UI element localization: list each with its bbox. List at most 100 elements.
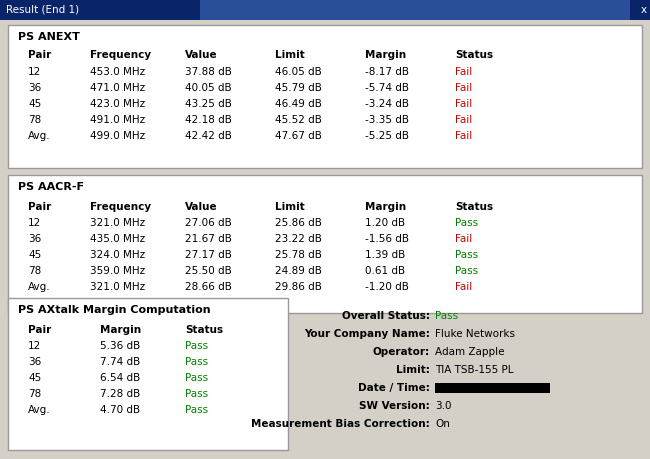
Text: Adam Zapple: Adam Zapple (435, 347, 504, 357)
Text: 5.36 dB: 5.36 dB (100, 341, 140, 351)
Text: Pass: Pass (435, 311, 458, 321)
Text: 21.67 dB: 21.67 dB (185, 234, 232, 244)
Bar (8, 175, 642, 313)
Text: 42.18 dB: 42.18 dB (185, 115, 232, 125)
Text: 45: 45 (28, 373, 41, 383)
Text: 36: 36 (28, 357, 41, 367)
Text: Pass: Pass (455, 218, 478, 228)
Text: Pass: Pass (185, 389, 208, 399)
Text: Status: Status (455, 50, 493, 60)
Text: Fluke Networks: Fluke Networks (435, 329, 515, 339)
Text: 321.0 MHz: 321.0 MHz (90, 218, 145, 228)
Text: Frequency: Frequency (90, 50, 151, 60)
Text: x: x (641, 5, 647, 15)
Text: 36: 36 (28, 234, 41, 244)
Text: 47.67 dB: 47.67 dB (275, 131, 322, 141)
Text: -1.56 dB: -1.56 dB (365, 234, 409, 244)
Text: Pass: Pass (455, 250, 478, 260)
Text: 12: 12 (28, 341, 41, 351)
Text: Margin: Margin (100, 325, 141, 335)
Text: Pass: Pass (185, 341, 208, 351)
Text: 7.28 dB: 7.28 dB (100, 389, 140, 399)
Text: Fail: Fail (455, 234, 473, 244)
Text: 43.25 dB: 43.25 dB (185, 99, 232, 109)
Text: 24.89 dB: 24.89 dB (275, 266, 322, 276)
Text: 1.39 dB: 1.39 dB (365, 250, 405, 260)
Text: Avg.: Avg. (28, 282, 51, 292)
Text: Fail: Fail (455, 99, 473, 109)
Text: 3.0: 3.0 (435, 401, 452, 411)
Text: -5.25 dB: -5.25 dB (365, 131, 409, 141)
Text: 45: 45 (28, 99, 41, 109)
Text: -5.74 dB: -5.74 dB (365, 83, 409, 93)
Text: PS AXtalk Margin Computation: PS AXtalk Margin Computation (18, 305, 211, 315)
Bar (8, 298, 288, 450)
Text: Pair: Pair (28, 50, 51, 60)
Text: 25.50 dB: 25.50 dB (185, 266, 232, 276)
Text: 25.78 dB: 25.78 dB (275, 250, 322, 260)
Text: 25.86 dB: 25.86 dB (275, 218, 322, 228)
Text: Limit:: Limit: (396, 365, 430, 375)
Text: 78: 78 (28, 266, 41, 276)
Bar (435, 383, 550, 393)
Text: Operator:: Operator: (373, 347, 430, 357)
Text: 4.70 dB: 4.70 dB (100, 405, 140, 415)
Text: 1.20 dB: 1.20 dB (365, 218, 405, 228)
Text: Limit: Limit (275, 50, 305, 60)
Text: 423.0 MHz: 423.0 MHz (90, 99, 145, 109)
Text: 6.54 dB: 6.54 dB (100, 373, 140, 383)
Text: On: On (435, 419, 450, 429)
Text: 359.0 MHz: 359.0 MHz (90, 266, 145, 276)
Text: -1.20 dB: -1.20 dB (365, 282, 409, 292)
Text: Measurement Bias Correction:: Measurement Bias Correction: (252, 419, 430, 429)
Text: 36: 36 (28, 83, 41, 93)
Text: Pair: Pair (28, 202, 51, 212)
Text: 491.0 MHz: 491.0 MHz (90, 115, 145, 125)
Text: Avg.: Avg. (28, 131, 51, 141)
Bar (0, 0, 650, 20)
Text: 27.17 dB: 27.17 dB (185, 250, 232, 260)
Text: Value: Value (185, 202, 218, 212)
Text: Value: Value (185, 50, 218, 60)
Text: Result (End 1): Result (End 1) (6, 5, 79, 15)
Text: 40.05 dB: 40.05 dB (185, 83, 231, 93)
Text: 321.0 MHz: 321.0 MHz (90, 282, 145, 292)
Text: 324.0 MHz: 324.0 MHz (90, 250, 145, 260)
Text: Pass: Pass (455, 266, 478, 276)
Text: -3.35 dB: -3.35 dB (365, 115, 409, 125)
Text: 471.0 MHz: 471.0 MHz (90, 83, 145, 93)
Text: Your Company Name:: Your Company Name: (304, 329, 430, 339)
Text: PS ANEXT: PS ANEXT (18, 32, 80, 42)
Text: Fail: Fail (455, 67, 473, 77)
Text: Date / Time:: Date / Time: (358, 383, 430, 393)
Text: 23.22 dB: 23.22 dB (275, 234, 322, 244)
Text: -3.24 dB: -3.24 dB (365, 99, 409, 109)
Text: 46.49 dB: 46.49 dB (275, 99, 322, 109)
Text: 29.86 dB: 29.86 dB (275, 282, 322, 292)
Text: PS AACR-F: PS AACR-F (18, 182, 84, 192)
Text: Pass: Pass (185, 373, 208, 383)
Text: Limit: Limit (275, 202, 305, 212)
Text: SW Version:: SW Version: (359, 401, 430, 411)
Bar (200, 0, 630, 20)
Text: 28.66 dB: 28.66 dB (185, 282, 232, 292)
Text: Overall Status:: Overall Status: (342, 311, 430, 321)
Text: 12: 12 (28, 67, 41, 77)
Text: 45.52 dB: 45.52 dB (275, 115, 322, 125)
Text: -8.17 dB: -8.17 dB (365, 67, 409, 77)
Text: Margin: Margin (365, 50, 406, 60)
Text: 7.74 dB: 7.74 dB (100, 357, 140, 367)
Text: 78: 78 (28, 389, 41, 399)
Text: Pass: Pass (185, 357, 208, 367)
Text: 78: 78 (28, 115, 41, 125)
Text: Fail: Fail (455, 131, 473, 141)
Text: Status: Status (455, 202, 493, 212)
Text: Pass: Pass (185, 405, 208, 415)
Text: TIA TSB-155 PL: TIA TSB-155 PL (435, 365, 514, 375)
Text: 0.61 dB: 0.61 dB (365, 266, 405, 276)
Text: 499.0 MHz: 499.0 MHz (90, 131, 145, 141)
Text: Status: Status (185, 325, 223, 335)
Text: Fail: Fail (455, 115, 473, 125)
Text: 46.05 dB: 46.05 dB (275, 67, 322, 77)
Text: 12: 12 (28, 218, 41, 228)
